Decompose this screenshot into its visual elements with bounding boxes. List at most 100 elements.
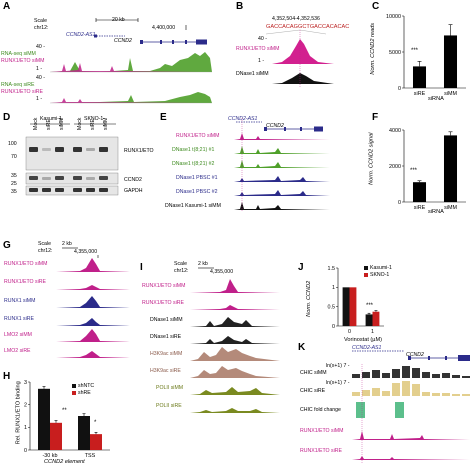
panel-g-coord: 4,355,000 bbox=[74, 249, 98, 255]
panel-i-bar: 2 kb bbox=[198, 261, 208, 267]
panel-k-track1: CHIC siMM bbox=[300, 370, 327, 376]
panel-a-chr: chr12: bbox=[34, 25, 49, 31]
panel-a-track1-label1: RNA-seq siMM bbox=[1, 51, 36, 57]
chart-j-bar-0-0 bbox=[342, 287, 350, 326]
chart-c-ytick-label-1: 5000 bbox=[389, 50, 401, 56]
panel-h-sig1: ** bbox=[62, 408, 67, 414]
panel-d-marker4: 25 bbox=[11, 181, 17, 187]
chart-h-ytick-label-2: 2 bbox=[24, 402, 27, 408]
panel-e-gene1: CCND2-AS1 bbox=[228, 116, 258, 122]
chart-c-bar-1 bbox=[443, 35, 458, 88]
panel-k-track2: CHIC siRE bbox=[300, 388, 326, 394]
chart-c-xtick-label-1: siMM bbox=[444, 91, 457, 97]
panel-i-label: I bbox=[140, 262, 143, 273]
chart-j-bar-1-0 bbox=[349, 287, 357, 326]
panel-a-track2-top: 40 - bbox=[36, 75, 45, 81]
panel-b-label: B bbox=[236, 1, 244, 12]
chart-f-bar-1 bbox=[443, 135, 458, 202]
panel-e-track4: DNase1 PBSC #1 bbox=[176, 175, 218, 181]
panel-b-track1: RUNX1/ETO siMM bbox=[236, 46, 280, 52]
chart-h-bar-1-0 bbox=[50, 422, 62, 450]
panel-i-track5: H3K9ac siMM bbox=[150, 351, 183, 357]
chart-j-ytick-label-3: 1.5 bbox=[328, 266, 336, 272]
panel-f-sig: *** bbox=[410, 168, 418, 174]
chart-f-ytick-label-2: 4000 bbox=[389, 128, 401, 134]
panel-d-marker1: 100 bbox=[8, 141, 17, 147]
panel-k-track3: CHIC fold change bbox=[300, 407, 341, 413]
panel-g-track1: RUNX1/ETO siMM bbox=[4, 261, 48, 267]
panel-b-track2: DNase1 siMM bbox=[236, 71, 269, 77]
panel-a-gene2: CCND2 bbox=[114, 38, 132, 44]
panel-d-band1: RUNX1/ETO bbox=[124, 148, 154, 154]
panel-j-legend2: SKNO-1 bbox=[370, 272, 390, 278]
chart-c-ytick-label-2: 10000 bbox=[386, 14, 401, 20]
chart-j-ytick-label-2: 1 bbox=[332, 285, 335, 291]
panel-k-ylab2: ln(x+1) 7 - bbox=[326, 380, 350, 386]
panel-e-label: E bbox=[160, 112, 167, 123]
chart-j-bar-1-1 bbox=[372, 311, 380, 326]
panel-k-ylab1: ln(x+1) 7 - bbox=[326, 363, 350, 369]
panel-j-label: J bbox=[298, 262, 304, 273]
panel-j-sig: *** bbox=[366, 303, 374, 309]
panel-a-gene1: CCND2-AS1 bbox=[66, 32, 96, 38]
chart-c-bar-0 bbox=[412, 66, 427, 88]
panel-k-track5: RUNX1/ETO siRE bbox=[300, 448, 342, 454]
chart-f-ytick-label-0: 0 bbox=[398, 200, 401, 206]
panel-d-line2: SKNO-1 bbox=[84, 116, 104, 122]
panel-c-sig: *** bbox=[411, 48, 419, 54]
panel-g-chr: chr12: bbox=[38, 248, 53, 254]
chart-j-ytick-label-1: 0.5 bbox=[328, 304, 336, 310]
panel-g-track5: LMO2 siMM bbox=[4, 332, 32, 338]
panel-j-legend1: Kasumi-1 bbox=[370, 265, 392, 271]
panel-i-chr: chr12: bbox=[174, 268, 189, 274]
chart-c-ytick-label-0: 0 bbox=[398, 86, 401, 92]
panel-g-track6: LMO2 siRE bbox=[4, 348, 31, 354]
panel-f-xlabel: siRNA bbox=[428, 209, 444, 215]
panel-e-gene2: CCND2 bbox=[266, 123, 284, 129]
panel-a-track1-bottom: 1 - bbox=[36, 66, 43, 72]
panel-k-gene2: CCND2 bbox=[406, 352, 424, 358]
panel-e-track1: RUNX1/ETO siMM bbox=[176, 133, 220, 139]
panel-k-gene1: CCND2-AS1 bbox=[352, 345, 382, 351]
chart-f-ytick-label-1: 2000 bbox=[389, 164, 401, 170]
panel-h-sig2: * bbox=[94, 420, 97, 426]
panel-i-track2: RUNX1/ETO siRE bbox=[142, 300, 184, 306]
panel-b-top: 40 - bbox=[258, 36, 267, 42]
panel-a-track2-bottom: 1 - bbox=[36, 96, 43, 102]
panel-k-track4: RUNX1/ETO siMM bbox=[300, 428, 344, 434]
chart-j-ytick-label-0: 0 bbox=[332, 324, 335, 330]
chart-j-bar-0-1 bbox=[365, 314, 373, 326]
chart-f-xtick-label-0: siRE bbox=[414, 205, 426, 211]
panel-d-label: D bbox=[3, 112, 11, 123]
panel-h-legend2: shRE bbox=[78, 390, 91, 396]
panel-g-track2: RUNX1/ETO siRE bbox=[4, 279, 46, 285]
panel-i-track1: RUNX1/ETO siMM bbox=[142, 283, 186, 289]
panel-g-track4: RUNX1 siRE bbox=[4, 316, 34, 322]
panel-a-label: A bbox=[3, 1, 11, 12]
panel-a-track1-top: 40 - bbox=[36, 44, 45, 50]
chart-c-xtick-label-0: siRE bbox=[414, 91, 426, 97]
panel-g-bar: 2 kb bbox=[62, 241, 72, 247]
panel-h-xlabel: CCND2 element bbox=[44, 459, 85, 465]
panel-c-label: C bbox=[372, 1, 380, 12]
chart-j-xtick-label-0: 0 bbox=[348, 329, 351, 335]
chart-h-ytick-label-3: 3 bbox=[24, 380, 27, 386]
panel-b-coord: 4,352,504-4,352,536 bbox=[272, 16, 320, 22]
panel-i-track4: DNase1 siRE bbox=[150, 334, 182, 340]
panel-j-xlabel: Vorinostat (µM) bbox=[344, 337, 383, 343]
chart-h-bar-0-1 bbox=[78, 416, 90, 450]
panel-i-track8: POLII siRE bbox=[156, 403, 182, 409]
panel-a-track1-label2: RUNX1/ETO siMM bbox=[1, 58, 45, 64]
panel-d-band3: GAPDH bbox=[124, 188, 143, 194]
panel-d-marker5: 35 bbox=[11, 189, 17, 195]
chart-h-bar-0-0 bbox=[38, 388, 50, 450]
panel-e-track5: DNase1 PBSC #2 bbox=[176, 189, 218, 195]
